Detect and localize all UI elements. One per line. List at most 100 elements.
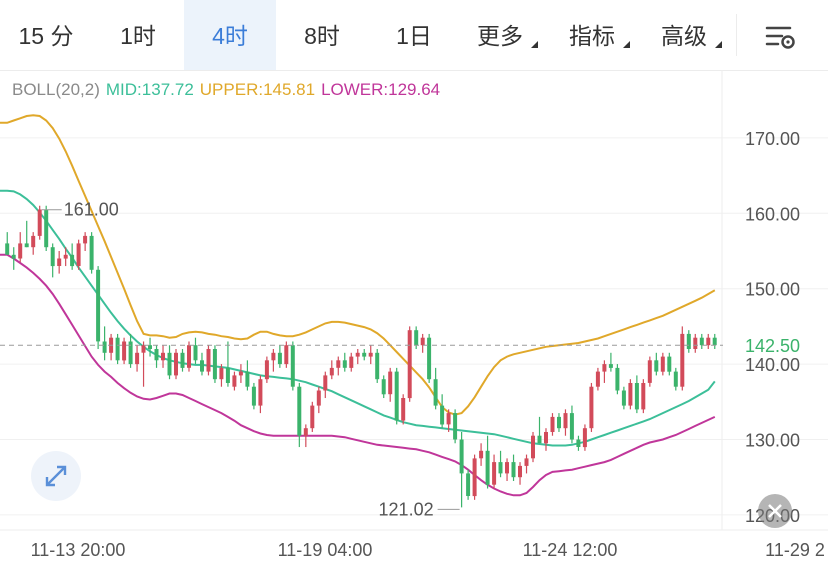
candle <box>355 349 360 365</box>
candle-body <box>440 405 445 425</box>
tab-indicators[interactable]: 指标 <box>552 0 632 70</box>
candle <box>115 333 120 365</box>
mid-value: 137.72 <box>141 80 194 99</box>
candle <box>472 454 477 500</box>
scroll-to-latest-button[interactable] <box>758 494 792 528</box>
candle-body <box>303 428 308 436</box>
candle <box>89 232 94 274</box>
candle-body <box>187 345 191 368</box>
tab-label: 15 分 <box>18 23 74 49</box>
candle-body <box>615 367 620 391</box>
candles <box>5 205 717 508</box>
candle-body <box>712 337 717 346</box>
candle <box>141 341 146 387</box>
candle <box>595 367 600 391</box>
candle <box>446 409 451 432</box>
candle-body <box>238 371 243 376</box>
y-tick-label: 150.00 <box>745 280 800 300</box>
tab-8h[interactable]: 8时 <box>276 0 368 70</box>
candle <box>102 326 107 361</box>
candle <box>667 352 672 376</box>
candlestick-chart[interactable]: 161.00 121.02 142.50 170.00 160.00 150.00 140… <box>0 70 828 562</box>
candle <box>206 345 211 376</box>
candle <box>693 333 698 353</box>
candle <box>427 333 432 383</box>
candle-body <box>219 367 224 380</box>
candle-body <box>485 450 490 485</box>
candle <box>251 382 256 410</box>
candle <box>232 371 237 391</box>
candle <box>440 394 445 429</box>
candle <box>375 349 380 383</box>
candle-body <box>362 352 367 357</box>
candle <box>680 326 685 391</box>
tab-4h[interactable]: 4时 <box>184 0 276 70</box>
toolbar-divider <box>736 14 737 56</box>
candle-body <box>472 458 477 497</box>
expand-button[interactable] <box>31 451 81 501</box>
candle-body <box>537 435 542 444</box>
candle <box>615 364 620 395</box>
candle-body <box>200 360 204 372</box>
candle <box>628 379 633 410</box>
dropdown-triangle-icon <box>715 41 722 48</box>
candle <box>37 205 42 240</box>
candle-body <box>115 337 120 361</box>
candle <box>673 367 678 391</box>
candle <box>76 239 81 270</box>
candle <box>459 431 464 508</box>
candle <box>161 345 165 368</box>
tab-more[interactable]: 更多 <box>460 0 540 70</box>
candle <box>219 364 224 387</box>
candle <box>50 243 55 278</box>
candle <box>362 349 367 361</box>
candle <box>44 205 49 251</box>
candle <box>647 356 652 387</box>
candle <box>394 367 399 425</box>
candle <box>569 405 574 444</box>
y-tick-label: 160.00 <box>745 204 800 224</box>
current-price-tag <box>723 331 828 360</box>
candle <box>634 375 639 414</box>
tab-15m[interactable]: 15 分 <box>0 0 92 70</box>
candle <box>660 352 665 376</box>
candle <box>238 364 243 383</box>
candle <box>641 379 646 414</box>
boll-mid-line <box>0 189 716 447</box>
boll-name: BOLL(20,2) <box>12 80 100 99</box>
tab-1h[interactable]: 1时 <box>92 0 184 70</box>
candle-body <box>518 465 522 478</box>
candle-body <box>212 349 217 380</box>
candle <box>174 349 178 380</box>
candle <box>180 349 185 372</box>
candle-body <box>401 398 406 421</box>
candle <box>342 352 347 372</box>
candle-body <box>89 235 94 270</box>
candle-body <box>193 345 198 361</box>
chart-settings-button[interactable] <box>760 20 800 54</box>
tab-advanced[interactable]: 高级 <box>644 0 724 70</box>
chart-settings-icon <box>765 26 795 49</box>
candle <box>699 333 704 350</box>
candle <box>492 454 497 489</box>
candle <box>310 401 315 432</box>
candle-body <box>336 360 341 368</box>
candle <box>154 345 159 368</box>
candle-body <box>667 356 672 372</box>
candle-body <box>368 352 373 357</box>
tab-1d[interactable]: 1日 <box>368 0 460 70</box>
candle <box>258 375 263 414</box>
candle <box>122 337 127 365</box>
candle <box>608 352 613 372</box>
candle-body <box>550 416 555 432</box>
candle-body <box>466 473 471 496</box>
boll-lower-line <box>0 253 716 497</box>
candle-body <box>699 337 704 346</box>
candle <box>193 337 198 365</box>
candle-body <box>154 349 159 361</box>
candle <box>271 349 276 372</box>
candle <box>368 345 373 365</box>
candle-body <box>323 375 328 391</box>
candle-body <box>76 243 81 266</box>
candle-body <box>44 209 49 248</box>
